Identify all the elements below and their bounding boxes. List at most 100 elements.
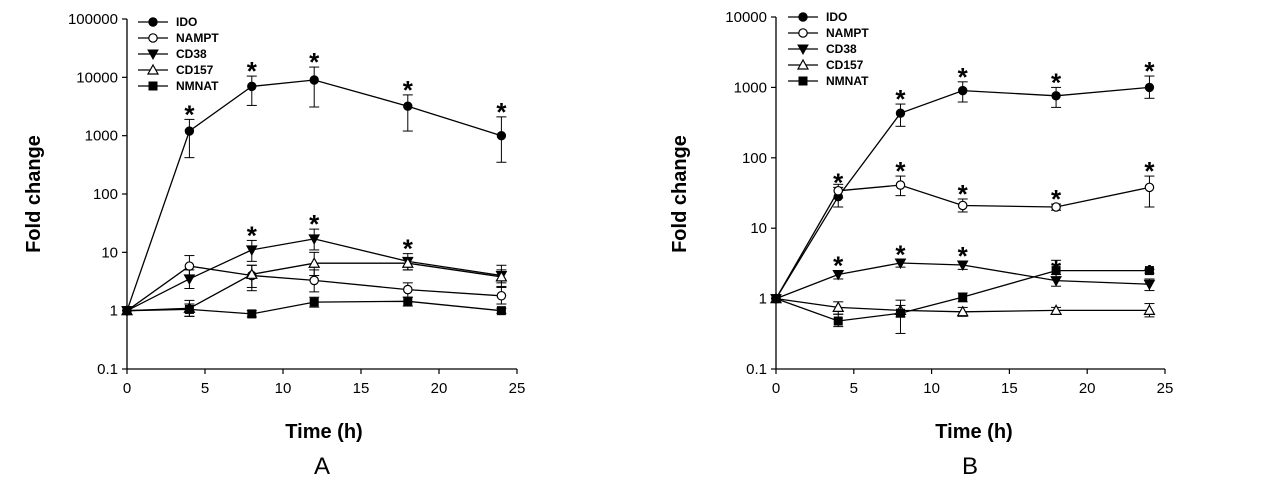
y-tick-label: 10: [101, 244, 118, 261]
data-point: [496, 130, 507, 141]
y-tick-label: 100000: [68, 11, 118, 28]
legend-label: NMNAT: [176, 79, 219, 93]
x-axis-title: Time (h): [935, 421, 1012, 443]
data-point: [895, 180, 906, 190]
series-line: [126, 238, 502, 312]
legend-marker: [798, 76, 808, 86]
data-point: [1051, 266, 1061, 276]
data-point: [496, 290, 507, 301]
significance-asterisk: *: [403, 234, 414, 264]
y-tick-label: 10000: [725, 9, 767, 26]
series-nmnat: [771, 259, 1155, 334]
significance-asterisk: *: [1051, 184, 1062, 214]
x-tick-label: 0: [772, 380, 780, 397]
x-tick-label: 10: [275, 380, 292, 397]
data-point: [247, 81, 257, 92]
y-tick-label: 0.1: [746, 361, 767, 378]
data-point: [245, 245, 258, 256]
series-line: [775, 184, 1150, 299]
series-nmnat: [122, 296, 507, 319]
series-ido: * * * * *: [122, 47, 507, 316]
data-point: [308, 257, 321, 268]
data-point: [956, 260, 969, 272]
data-point: [309, 75, 319, 85]
panel-label: A: [314, 453, 330, 480]
legend-label: CD38: [176, 47, 207, 61]
series-cd38: * * *: [121, 209, 508, 317]
series-nampt: * * * *: [771, 156, 1155, 304]
data-point: [1143, 304, 1156, 315]
data-point: [833, 316, 843, 326]
x-tick-label: 25: [1157, 380, 1174, 397]
significance-asterisk: *: [403, 75, 414, 105]
x-tick-label: 25: [509, 380, 526, 397]
data-point: [308, 234, 321, 245]
significance-asterisk: *: [496, 97, 507, 127]
x-tick-label: 0: [123, 380, 131, 397]
legend-label: CD38: [826, 42, 857, 56]
panel-b: 0.1 1 10 100 1000 10000 0 5 10 15 20 25 Time (h) Fold…: [669, 9, 1173, 480]
significance-asterisk: *: [958, 241, 969, 271]
series-line: [126, 265, 502, 312]
data-point: [403, 296, 413, 306]
data-point: [832, 301, 845, 312]
data-point: [495, 270, 508, 282]
legend-marker: [147, 49, 159, 61]
data-point: [894, 258, 907, 270]
legend-label: CD157: [826, 58, 864, 72]
data-point: [895, 108, 906, 118]
y-tick-label: 100: [742, 150, 767, 167]
significance-asterisk: *: [833, 251, 844, 281]
series-line: [775, 297, 1150, 313]
data-point: [771, 294, 781, 304]
y-tick-label: 100: [93, 186, 118, 203]
series-line: [775, 262, 1150, 300]
legend-label: CD157: [176, 63, 214, 77]
data-point: [183, 274, 196, 285]
data-point: [956, 305, 969, 317]
x-tick-label: 20: [1079, 380, 1096, 397]
data-point: [1051, 202, 1061, 212]
significance-asterisk: *: [309, 209, 320, 239]
significance-asterisk: *: [247, 220, 258, 250]
significance-asterisk: *: [895, 156, 906, 186]
legend: IDO NAMPT CD38 CD157 NMNAT: [138, 15, 219, 93]
legend-marker: [797, 44, 809, 56]
significance-asterisk: *: [1051, 67, 1062, 97]
significance-asterisk: *: [184, 99, 195, 129]
data-point: [895, 308, 905, 318]
significance-asterisk: *: [833, 167, 844, 197]
y-tick-label: 1: [110, 303, 118, 320]
significance-asterisk: *: [958, 62, 969, 92]
data-point: [184, 304, 194, 314]
data-point: [184, 261, 195, 271]
data-point: [184, 126, 195, 136]
series-line: [126, 300, 502, 315]
data-point: [833, 185, 844, 196]
data-point: [247, 309, 257, 319]
panel-a: 0.1 1 10 100 1000 10000 100000 0 5 10 15 20 25 Time (…: [23, 11, 525, 480]
data-point: [832, 269, 845, 281]
data-point: [402, 284, 413, 295]
significance-asterisk: *: [1144, 156, 1155, 186]
significance-asterisk: *: [895, 239, 906, 269]
data-point: [958, 85, 968, 96]
data-point: [245, 268, 258, 279]
significance-asterisk: *: [309, 47, 320, 77]
data-point: [401, 257, 414, 268]
legend-marker: [148, 81, 158, 91]
x-tick-label: 5: [201, 380, 209, 397]
legend-label: NAMPT: [826, 26, 869, 40]
significance-asterisk: *: [247, 56, 258, 86]
significance-asterisk: *: [1144, 56, 1155, 86]
legend-marker: [798, 12, 808, 22]
y-tick-label: 1: [759, 291, 767, 308]
data-point: [1144, 182, 1155, 193]
x-tick-label: 20: [431, 380, 448, 397]
data-point: [309, 297, 319, 307]
data-point: [1143, 279, 1156, 291]
significance-asterisk: *: [895, 84, 906, 114]
y-tick-label: 0.1: [97, 361, 118, 378]
legend-label: IDO: [176, 15, 197, 29]
